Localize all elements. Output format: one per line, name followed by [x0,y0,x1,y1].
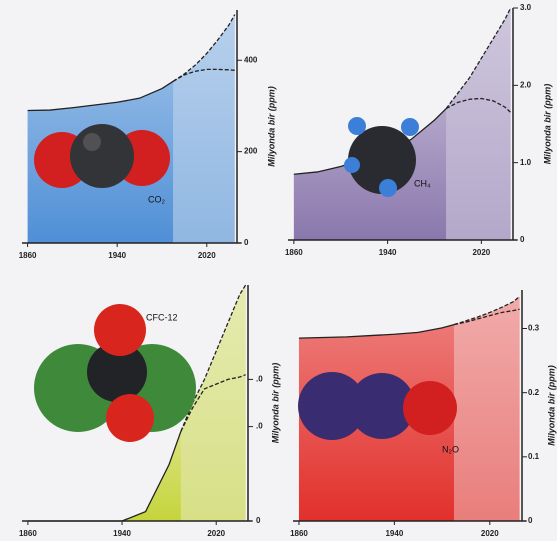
y-tick-label: 1.0 [520,158,532,167]
molecule-label: CH₄ [414,178,431,188]
y-tick-label: 0.1 [528,452,540,461]
y-axis-title: Milyonda bir (ppm) [270,363,280,444]
x-tick-label: 1940 [379,248,397,257]
area-shine [454,296,520,521]
x-tick-label: 1860 [290,529,308,538]
x-tick-label: 1940 [385,529,403,538]
x-tick-label: 2020 [207,529,225,538]
molecule-label: N₂O [442,444,459,454]
x-tick-label: 2020 [198,251,216,260]
y-tick-label: 0 [528,516,533,525]
molecule-label: CFC-12 [146,312,178,322]
x-tick-label: 1860 [285,248,303,257]
y-tick-label: 0 [520,235,525,244]
y-tick-label: 0 [256,516,261,525]
n2o-molecule [298,372,457,440]
y-tick-label: 0.2 [528,388,540,397]
y-tick-label: 400 [244,55,258,64]
co2-molecule [34,124,170,188]
x-tick-label: 1940 [113,529,131,538]
y-tick-label: 0.3 [528,324,540,333]
y-tick-label: 200 [244,147,258,156]
y-tick-label: .0 [256,375,263,384]
molecule-label: CO₂ [148,194,166,204]
x-tick-label: 2020 [481,529,499,538]
x-tick-label: 2020 [472,248,490,257]
y-tick-label: .0 [256,422,263,431]
x-tick-label: 1940 [108,251,126,260]
figure: 1860 1940 2020 0 200 400 Milyonda bir (ppm) 186… [0,0,557,541]
y-tick-label: 0 [244,238,249,247]
y-tick-label: 2.0 [520,80,532,89]
y-tick-label: 3.0 [520,3,532,12]
x-tick-label: 1860 [19,529,37,538]
y-axis-title: Milyonda bir (ppm) [542,84,552,165]
y-axis-title: Milyonda bir (ppm) [546,365,556,446]
y-axis-title: Milyonda bir (ppm) [266,86,276,167]
x-tick-label: 1860 [19,251,37,260]
